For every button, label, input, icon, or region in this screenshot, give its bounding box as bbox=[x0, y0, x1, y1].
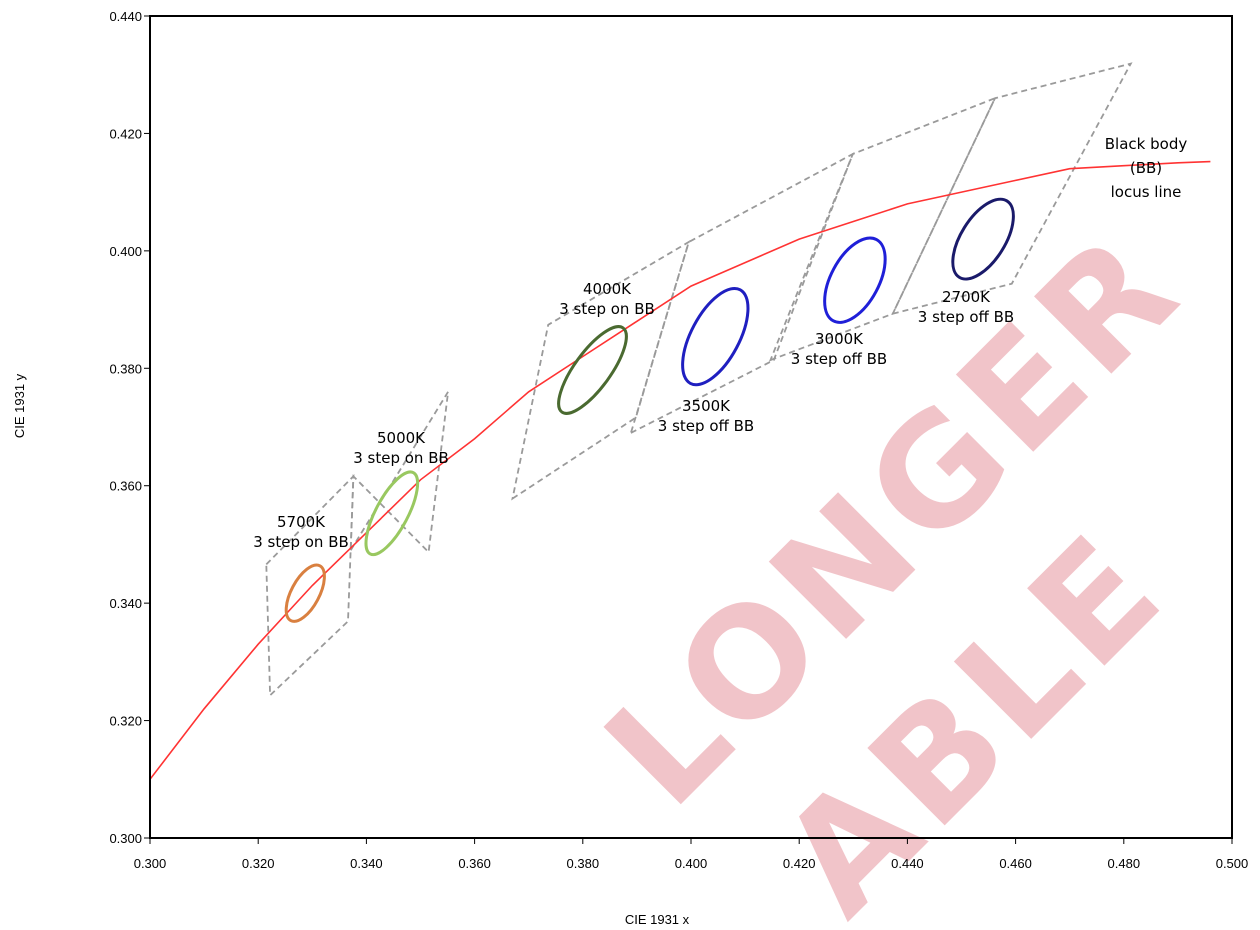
x-tick-label: 0.400 bbox=[675, 856, 708, 871]
x-tick-label: 0.340 bbox=[350, 856, 383, 871]
y-tick-label: 0.400 bbox=[109, 244, 142, 259]
label-line: 5000K bbox=[377, 429, 426, 447]
y-axis-title: CIE 1931 y bbox=[12, 373, 27, 438]
label-line: 3500K bbox=[682, 397, 731, 415]
ellipse-3000k bbox=[823, 236, 887, 324]
label-line: 3000K bbox=[815, 330, 864, 348]
x-tick-label: 0.440 bbox=[891, 856, 924, 871]
x-tick-label: 0.420 bbox=[783, 856, 816, 871]
ellipse-5000k bbox=[364, 470, 420, 557]
label-3000k: 3000K 3 step off BB bbox=[791, 330, 887, 368]
quadrangle-3500k bbox=[629, 152, 855, 435]
ellipse-3500k bbox=[681, 286, 750, 387]
y-tick-label: 0.340 bbox=[109, 596, 142, 611]
ellipse-5700k bbox=[284, 563, 326, 623]
label-4000k: 4000K 3 step on BB bbox=[559, 280, 655, 318]
quadrangle-5000k bbox=[349, 391, 449, 555]
locus-label: Black body (BB) locus line bbox=[1105, 135, 1188, 201]
y-tick-label: 0.360 bbox=[109, 479, 142, 494]
y-tick-label: 0.320 bbox=[109, 714, 142, 729]
label-line: 3 step off BB bbox=[918, 308, 1014, 326]
quadrangle-5700k bbox=[265, 474, 355, 698]
label-line: 3 step on BB bbox=[559, 300, 655, 318]
label-5700k: 5700K 3 step on BB bbox=[253, 513, 349, 551]
quadrangle-2700k bbox=[891, 62, 1133, 316]
locus-label-line: (BB) bbox=[1130, 159, 1162, 177]
x-tick-label: 0.480 bbox=[1108, 856, 1141, 871]
y-tick-label: 0.440 bbox=[109, 9, 142, 24]
ellipse-4000k bbox=[557, 325, 628, 415]
label-5000k: 5000K 3 step on BB bbox=[353, 429, 449, 467]
label-2700k: 2700K 3 step off BB bbox=[918, 288, 1014, 326]
y-tick-label: 0.380 bbox=[109, 361, 142, 376]
label-line: 3 step on BB bbox=[353, 449, 449, 467]
black-body-locus-line bbox=[149, 160, 1211, 780]
x-tick-label: 0.300 bbox=[134, 856, 167, 871]
x-tick-label: 0.320 bbox=[242, 856, 275, 871]
label-line: 5700K bbox=[277, 513, 326, 531]
annotation-group: 5700K 3 step on BB 5000K 3 step on BB 4000K 3… bbox=[253, 135, 1187, 551]
x-tick-label: 0.500 bbox=[1216, 856, 1249, 871]
quadrangle-4000k bbox=[511, 240, 691, 501]
y-tick-label: 0.420 bbox=[109, 126, 142, 141]
quadrangle-group bbox=[265, 62, 1133, 698]
x-axis: 0.300 0.320 0.340 0.360 0.380 0.400 0.420 0.440… bbox=[134, 838, 1249, 871]
label-line: 3 step on BB bbox=[253, 533, 349, 551]
locus-label-line: Black body bbox=[1105, 135, 1188, 153]
x-axis-title: CIE 1931 x bbox=[625, 912, 690, 927]
locus-group bbox=[149, 160, 1211, 780]
label-3500k: 3500K 3 step off BB bbox=[658, 397, 754, 435]
label-line: 4000K bbox=[583, 280, 632, 298]
y-axis: 0.300 0.320 0.340 0.360 0.380 0.400 0.420 0.440 bbox=[109, 9, 150, 846]
ellipse-2700k bbox=[951, 197, 1015, 281]
ellipse-group bbox=[284, 197, 1015, 623]
x-tick-label: 0.360 bbox=[458, 856, 491, 871]
x-tick-label: 0.380 bbox=[567, 856, 600, 871]
label-line: 3 step off BB bbox=[791, 350, 887, 368]
y-tick-label: 0.300 bbox=[109, 831, 142, 846]
label-line: 2700K bbox=[942, 288, 991, 306]
label-line: 3 step off BB bbox=[658, 417, 754, 435]
x-tick-label: 0.460 bbox=[999, 856, 1032, 871]
locus-label-line: locus line bbox=[1111, 183, 1182, 201]
